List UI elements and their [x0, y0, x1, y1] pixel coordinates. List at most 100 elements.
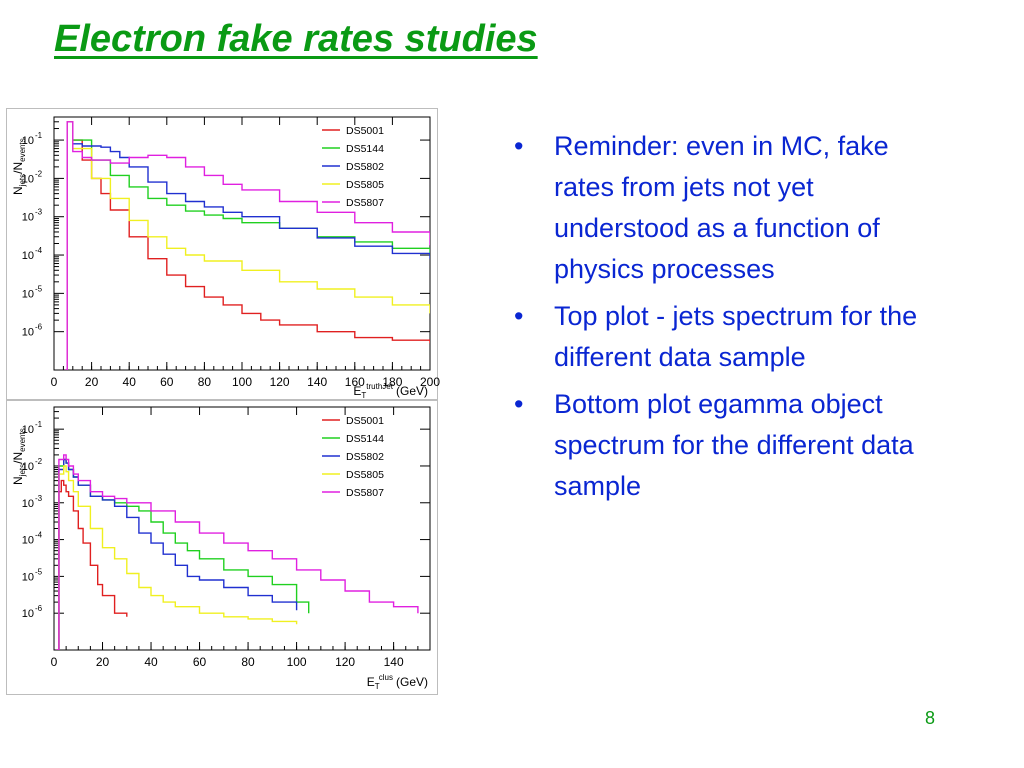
y-axis-label: Njets/Nevents — [11, 138, 27, 195]
x-axis-label-sup: truthJet — [366, 382, 393, 391]
x-tick-label: 140 — [307, 375, 327, 389]
y-tick-label: 10 — [22, 498, 34, 510]
y-tick-label-exponent: -6 — [35, 323, 43, 332]
legend-label: DS5805 — [346, 179, 384, 191]
legend-label: DS5144 — [346, 143, 384, 155]
bullet-text: Reminder: even in MC, fake rates from je… — [554, 131, 889, 284]
x-tick-label: 60 — [193, 655, 207, 669]
legend-label: DS5144 — [346, 433, 384, 445]
y-axis-label-main: N — [11, 476, 25, 485]
legend-label: DS5807 — [346, 197, 384, 209]
bullet-list: • Reminder: even in MC, fake rates from j… — [514, 126, 934, 513]
bullet-dot: • — [514, 131, 524, 161]
y-tick-label: 10 — [22, 608, 34, 620]
y-tick-label: 10 — [22, 535, 34, 547]
y-axis-label-main: N — [11, 186, 25, 195]
y-tick-label: 10 — [22, 173, 34, 185]
x-tick-label: 100 — [232, 375, 252, 389]
bullet-item: • Top plot - jets spectrum for the differ… — [514, 296, 934, 378]
x-tick-label: 20 — [85, 375, 99, 389]
series-line — [65, 121, 430, 370]
legend-label: DS5802 — [346, 161, 384, 173]
x-tick-label: 120 — [270, 375, 290, 389]
y-tick-label-exponent: -4 — [35, 531, 43, 540]
bullet-text: Bottom plot egamma object spectrum for t… — [554, 389, 914, 501]
bottom-plot: 0 20 40 60 80 100 120 140 10 -6 10 -5 10 -4 10 -3 10 -2 10… — [6, 400, 438, 695]
y-tick-label-exponent: -5 — [35, 284, 43, 293]
top-plot: 0 20 40 60 80 100 120 140 160 180 200 10 -6 10 -5 10 -4 1… — [6, 108, 440, 400]
x-tick-label: 0 — [51, 375, 58, 389]
y-tick-label: 10 — [22, 327, 34, 339]
x-axis-label-unit: (GeV) — [396, 384, 428, 398]
x-axis-label-sup: clus — [379, 673, 393, 682]
x-tick-label: 120 — [335, 655, 355, 669]
x-axis-label: ETtruthJet (GeV) — [353, 382, 428, 400]
y-axis-label-sep: /N — [11, 452, 25, 464]
series-line — [56, 465, 298, 650]
y-axis-label-sub2: events — [18, 138, 27, 162]
bottom-plot-svg: 0 20 40 60 80 100 120 14010-610-510-410-310-210… — [6, 400, 438, 695]
y-axis-label-sep: /N — [11, 162, 25, 174]
series-line — [56, 458, 298, 650]
x-tick-label: 160 — [345, 375, 365, 389]
x-tick-label: 0 — [51, 655, 58, 669]
bullet-dot: • — [514, 301, 524, 331]
y-axis-label-sub: jets — [18, 464, 27, 477]
plot-outer-frame — [6, 400, 438, 695]
y-tick-label-exponent: -1 — [35, 131, 43, 140]
legend-label: DS5805 — [346, 469, 384, 481]
y-tick-label: 10 — [22, 250, 34, 262]
bullet-dot: • — [514, 389, 524, 419]
x-axis-label-sub: T — [375, 682, 380, 691]
x-axis-label-main: E — [367, 675, 375, 689]
y-tick-label-exponent: -3 — [35, 494, 43, 503]
y-tick-label-exponent: -1 — [35, 420, 43, 429]
x-axis-label: ETclus (GeV) — [367, 673, 428, 691]
series-line — [65, 121, 430, 370]
x-tick-label: 140 — [384, 655, 404, 669]
series-line — [65, 121, 430, 370]
y-axis-label: Njets/Nevents — [11, 428, 27, 485]
series-line — [65, 121, 430, 370]
y-axis-label-sub: jets — [18, 174, 27, 187]
y-axis-label-sub2: events — [18, 428, 27, 452]
y-tick-label: 10 — [22, 288, 34, 300]
y-tick-label: 10 — [22, 424, 34, 436]
y-tick-label: 10 — [22, 461, 34, 473]
bullet-item: • Bottom plot egamma object spectrum for … — [514, 384, 934, 507]
series-line — [56, 454, 419, 650]
y-tick-label: 10 — [22, 135, 34, 147]
y-tick-label: 10 — [22, 212, 34, 224]
y-tick-label-exponent: -4 — [35, 246, 43, 255]
legend-label: DS5802 — [346, 451, 384, 463]
x-tick-label: 180 — [382, 375, 402, 389]
y-tick-label-exponent: -2 — [35, 457, 43, 466]
plot-outer-frame — [6, 108, 438, 400]
y-tick-label: 10 — [22, 571, 34, 583]
slide-title: Electron fake rates studies — [54, 18, 538, 60]
y-tick-label-exponent: -2 — [35, 169, 43, 178]
legend-label: DS5001 — [346, 415, 384, 427]
x-tick-label: 60 — [160, 375, 174, 389]
y-tick-label-exponent: -5 — [35, 567, 43, 576]
x-axis-label-main: E — [353, 384, 361, 398]
y-tick-label-exponent: -3 — [35, 208, 43, 217]
series-line — [56, 479, 128, 650]
x-tick-label: 100 — [287, 655, 307, 669]
x-tick-label: 80 — [198, 375, 212, 389]
x-tick-label: 40 — [123, 375, 137, 389]
x-tick-label: 20 — [96, 655, 110, 669]
bullet-text: Top plot - jets spectrum for the differe… — [554, 301, 918, 372]
x-tick-label: 80 — [241, 655, 255, 669]
x-tick-label: 200 — [420, 375, 440, 389]
x-axis-label-unit: (GeV) — [396, 675, 428, 689]
x-axis-label-sub: T — [361, 391, 366, 400]
x-tick-label: 40 — [144, 655, 158, 669]
y-tick-label-exponent: -6 — [35, 604, 43, 613]
legend-label: DS5001 — [346, 125, 384, 137]
page-number: 8 — [925, 708, 936, 728]
bullet-item: • Reminder: even in MC, fake rates from j… — [514, 126, 934, 290]
series-line — [65, 121, 430, 370]
legend-label: DS5807 — [346, 487, 384, 499]
